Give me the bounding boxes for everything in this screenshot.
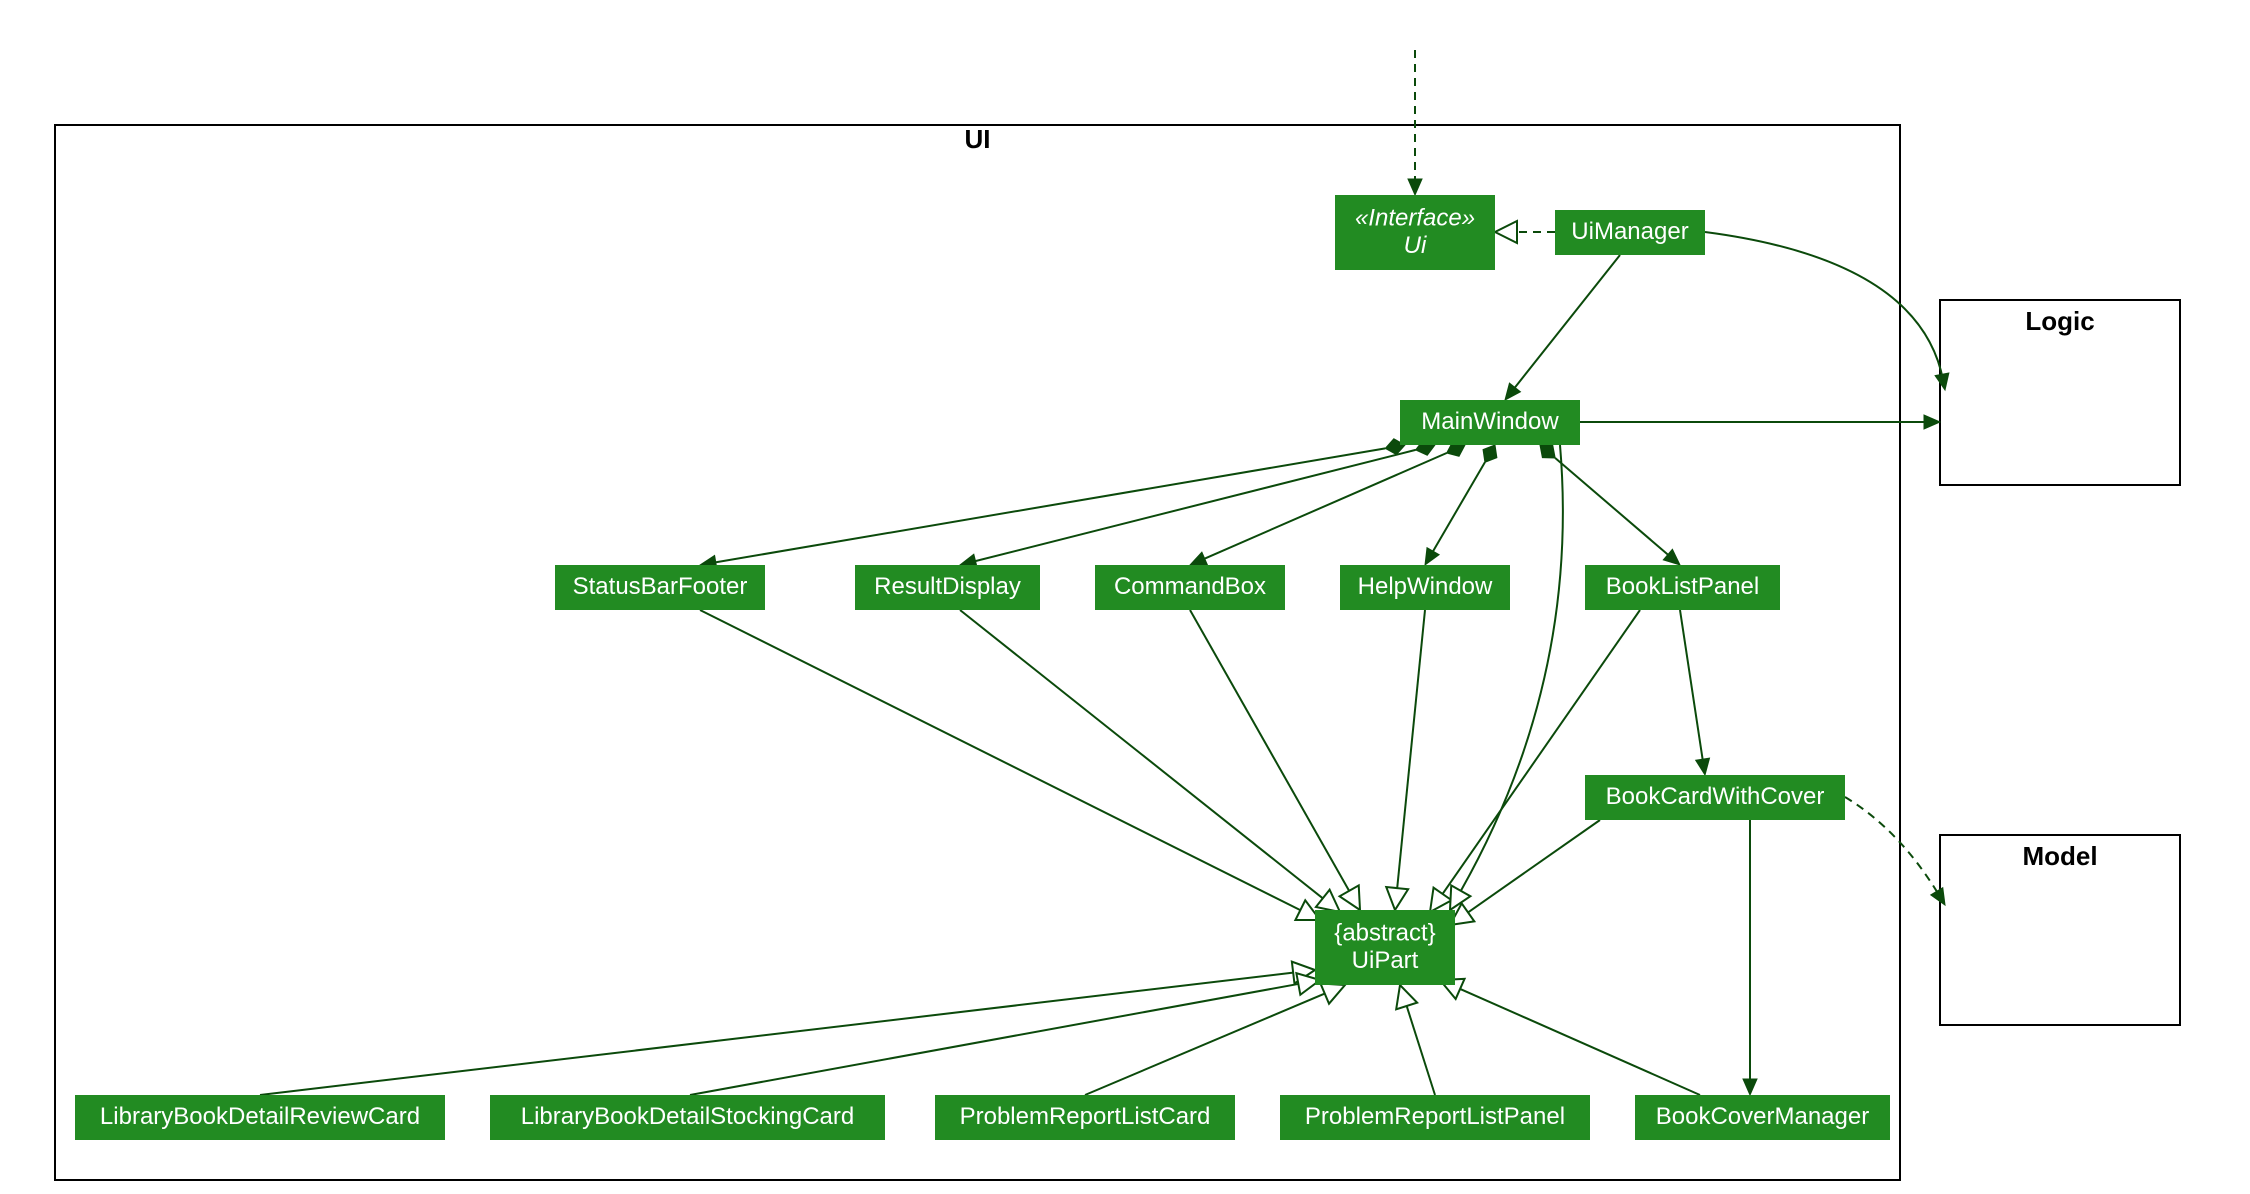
package-title: UI (965, 124, 991, 154)
class-label: HelpWindow (1358, 573, 1493, 600)
edge (709, 448, 1385, 563)
edge (1468, 820, 1600, 912)
edge (1460, 989, 1700, 1095)
package-title: Model (2022, 841, 2097, 871)
edge (960, 610, 1323, 898)
uml-class-diagram: UI Logic Model «Interface»Ui UiManager MainWi… (0, 0, 2250, 1194)
class-uimanager: UiManager (1555, 210, 1705, 255)
class-label: «Interface» (1355, 204, 1475, 231)
edge (1555, 458, 1673, 559)
class-label: BookCardWithCover (1606, 783, 1825, 810)
class-label: MainWindow (1421, 408, 1559, 435)
class-problemreportlistcard: ProblemReportListCard (935, 1095, 1235, 1140)
edge (1190, 610, 1349, 891)
class-uipart: {abstract}UiPart (1315, 910, 1455, 985)
edge (1680, 610, 1704, 766)
class-label: BookListPanel (1606, 573, 1759, 600)
edge (1199, 453, 1447, 561)
package-model: Model (1940, 835, 2180, 1025)
class-label: CommandBox (1114, 573, 1266, 600)
edge (260, 973, 1293, 1095)
package-title: Logic (2025, 306, 2094, 336)
class-booklistpanel: BookListPanel (1585, 565, 1780, 610)
class-librarybookdetailstockingcard: LibraryBookDetailStockingCard (490, 1095, 885, 1140)
class-label: ResultDisplay (874, 573, 1021, 600)
class-label: ProblemReportListPanel (1305, 1103, 1565, 1130)
class-label: ProblemReportListCard (960, 1103, 1211, 1130)
edge (1397, 610, 1425, 888)
class-label: UiPart (1352, 947, 1419, 974)
edge (1511, 255, 1620, 392)
class-statusbarfooter: StatusBarFooter (555, 565, 765, 610)
edge (1407, 1006, 1435, 1095)
class-problemreportlistpanel: ProblemReportListPanel (1280, 1095, 1590, 1140)
class-label: {abstract} (1334, 919, 1435, 946)
edge (700, 610, 1300, 910)
class-ui: «Interface»Ui (1335, 195, 1495, 270)
class-resultdisplay: ResultDisplay (855, 565, 1040, 610)
package-ui: UI (55, 124, 1900, 1180)
class-commandbox: CommandBox (1095, 565, 1285, 610)
edge (1461, 445, 1563, 891)
class-label: StatusBarFooter (573, 573, 748, 600)
edge (1430, 462, 1485, 556)
class-bookcovermanager: BookCoverManager (1635, 1095, 1890, 1140)
class-label: UiManager (1571, 218, 1688, 245)
class-helpwindow: HelpWindow (1340, 565, 1510, 610)
class-label: Ui (1404, 232, 1427, 259)
edge (969, 450, 1415, 563)
edge (1705, 232, 1943, 381)
package-logic: Logic (1940, 300, 2180, 485)
class-librarybookdetailreviewcard: LibraryBookDetailReviewCard (75, 1095, 445, 1140)
class-bookcardwithcover: BookCardWithCover (1585, 775, 1845, 820)
class-label: BookCoverManager (1656, 1103, 1869, 1130)
class-mainwindow: MainWindow (1400, 400, 1580, 445)
edge (1845, 797, 1940, 897)
class-label: LibraryBookDetailReviewCard (100, 1103, 420, 1130)
class-label: LibraryBookDetailStockingCard (521, 1103, 855, 1130)
edge (1443, 610, 1640, 894)
edge (1085, 994, 1325, 1095)
edge (690, 984, 1298, 1095)
